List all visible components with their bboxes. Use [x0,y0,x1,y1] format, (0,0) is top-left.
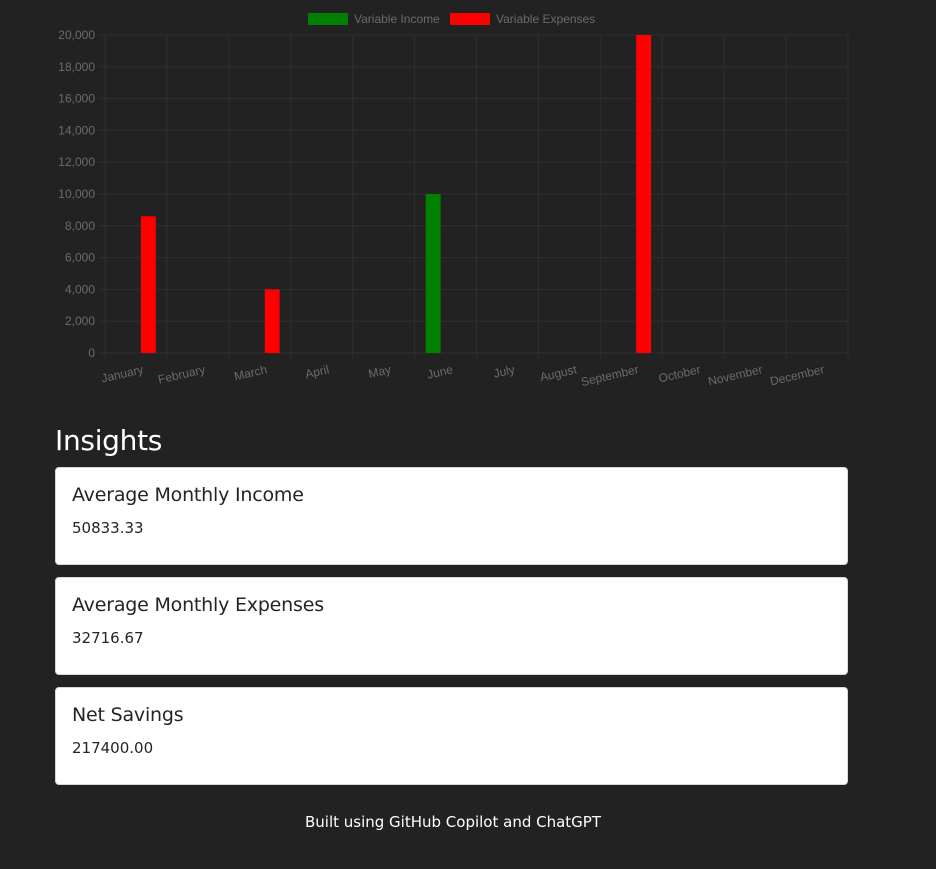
card-value: 50833.33 [72,519,144,537]
y-tick-label: 18,000 [58,60,95,74]
y-tick-label: 6,000 [65,251,95,265]
x-tick-label: March [233,362,269,383]
legend-label: Variable Expenses [496,12,595,26]
insights-heading: Insights [55,424,163,457]
x-tick-label: April [304,362,331,381]
card-value: 32716.67 [72,629,144,647]
x-tick-label: July [492,362,516,380]
card-title: Average Monthly Expenses [72,594,324,616]
card-value: 217400.00 [72,739,154,757]
bar-variable-expenses [140,216,156,353]
x-tick-label: November [707,362,764,388]
x-tick-label: June [426,362,455,382]
x-tick-label: January [100,362,145,385]
y-tick-label: 14,000 [58,123,95,137]
y-tick-label: 4,000 [65,282,95,296]
card-title: Net Savings [72,704,184,726]
footer-credit: Built using GitHub Copilot and ChatGPT [304,813,602,831]
y-tick-label: 20,000 [58,28,95,42]
y-tick-label: 12,000 [58,155,95,169]
y-tick-label: 0 [88,346,95,360]
y-tick-label: 16,000 [58,92,95,106]
y-tick-label: 10,000 [58,187,95,201]
x-tick-label: February [157,362,207,386]
x-tick-label: September [580,362,640,389]
x-tick-label: October [657,362,702,385]
x-tick-label: May [367,362,392,381]
y-tick-label: 2,000 [65,314,95,328]
legend-swatch [308,13,348,25]
income-expenses-chart: 0 2,000 4,000 6,000 8,000 10,000 12,000 14,000 1… [0,0,936,410]
y-tick-label: 8,000 [65,219,95,233]
x-tick-label: December [769,362,826,388]
bar-variable-expenses [264,289,280,353]
legend-swatch [450,13,490,25]
average-monthly-income-card: Average Monthly Income 50833.33 [55,467,848,565]
legend-label: Variable Income [354,12,440,26]
net-savings-card: Net Savings 217400.00 [55,687,848,785]
x-tick-label: August [538,362,578,384]
bar-variable-income [425,194,441,353]
average-monthly-expenses-card: Average Monthly Expenses 32716.67 [55,577,848,675]
bar-variable-expenses [636,35,652,353]
card-title: Average Monthly Income [72,484,304,506]
chart-svg: 0 2,000 4,000 6,000 8,000 10,000 12,000 14,000 1… [58,12,849,389]
